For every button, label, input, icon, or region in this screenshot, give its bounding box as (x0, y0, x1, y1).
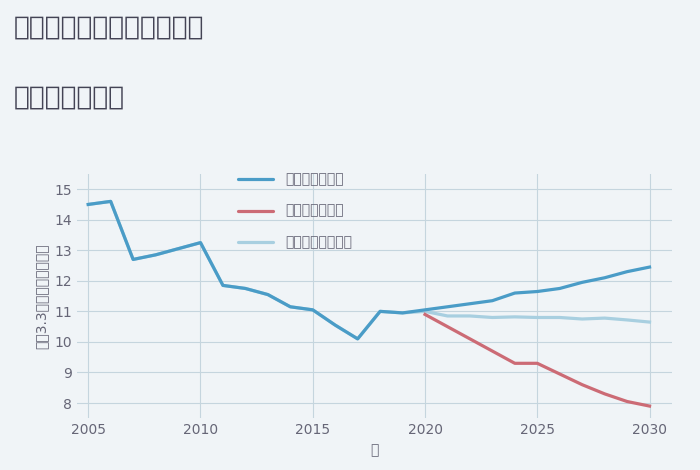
Y-axis label: 平（3.3㎡）単価（万円）: 平（3.3㎡）単価（万円） (35, 243, 49, 349)
Text: 土地の価格推移: 土地の価格推移 (14, 85, 125, 110)
X-axis label: 年: 年 (370, 443, 379, 457)
Text: グッドシナリオ: グッドシナリオ (286, 172, 344, 186)
Text: 三重県桑名市長島町白鶏の: 三重県桑名市長島町白鶏の (14, 14, 204, 40)
Text: バッドシナリオ: バッドシナリオ (286, 204, 344, 218)
Text: ノーマルシナリオ: ノーマルシナリオ (286, 235, 352, 249)
